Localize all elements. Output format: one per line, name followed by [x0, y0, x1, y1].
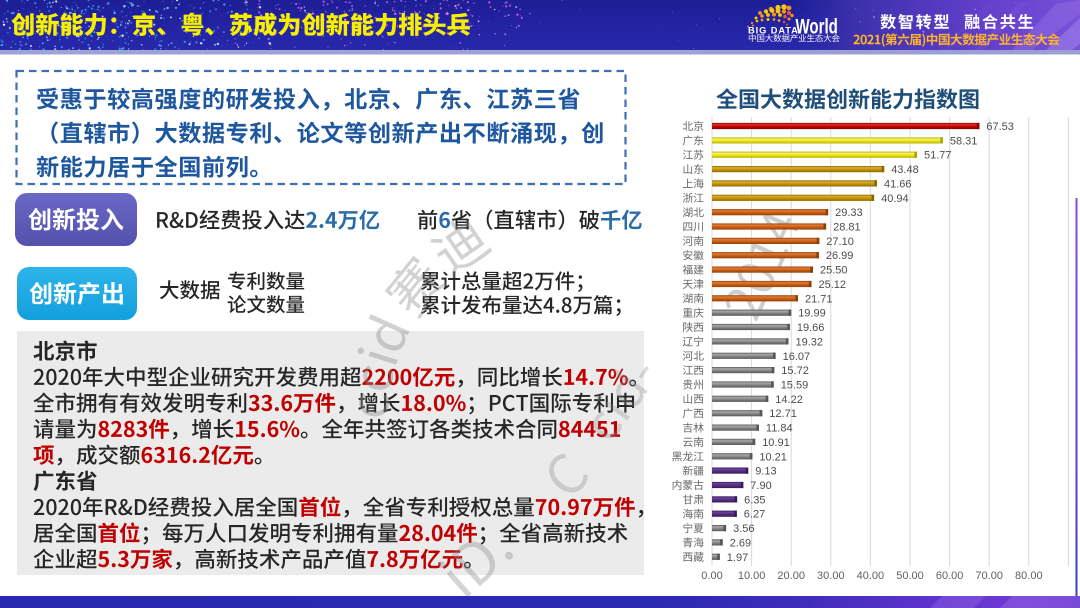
- svg-text:7.90: 7.90: [750, 480, 771, 492]
- svg-text:19.99: 19.99: [798, 308, 826, 320]
- svg-text:60.00: 60.00: [936, 570, 964, 582]
- svg-text:10.91: 10.91: [762, 437, 790, 449]
- svg-text:16.07: 16.07: [783, 351, 811, 363]
- svg-text:19.32: 19.32: [796, 336, 824, 348]
- svg-text:10.21: 10.21: [759, 451, 787, 463]
- svg-text:15.59: 15.59: [781, 380, 809, 392]
- svg-text:50.00: 50.00: [896, 570, 924, 582]
- svg-text:World: World: [796, 14, 838, 38]
- svg-text:21.71: 21.71: [805, 293, 833, 305]
- svg-text:70.00: 70.00: [975, 570, 1003, 582]
- svg-text:58.31: 58.31: [950, 135, 978, 147]
- svg-text:14.22: 14.22: [775, 394, 803, 406]
- svg-text:40.94: 40.94: [881, 193, 909, 205]
- svg-text:0.00: 0.00: [701, 570, 722, 582]
- svg-text:6.35: 6.35: [744, 494, 765, 506]
- svg-text:29.33: 29.33: [835, 207, 863, 219]
- svg-text:43.48: 43.48: [891, 164, 919, 176]
- svg-text:27.10: 27.10: [826, 236, 854, 248]
- svg-text:28.81: 28.81: [833, 222, 861, 234]
- svg-text:11.84: 11.84: [766, 423, 793, 435]
- svg-text:51.77: 51.77: [924, 150, 952, 162]
- svg-text:25.12: 25.12: [819, 279, 847, 291]
- svg-text:40.00: 40.00: [857, 570, 885, 582]
- svg-text:25.50: 25.50: [820, 265, 848, 277]
- svg-text:20.00: 20.00: [777, 570, 805, 582]
- svg-text:10.00: 10.00: [738, 570, 766, 582]
- svg-text:2.69: 2.69: [730, 537, 751, 549]
- svg-text:30.00: 30.00: [817, 570, 845, 582]
- svg-text:80.00: 80.00: [1015, 570, 1043, 582]
- svg-text:9.13: 9.13: [755, 466, 776, 478]
- svg-text:15.72: 15.72: [781, 365, 809, 377]
- svg-text:41.66: 41.66: [884, 178, 912, 190]
- svg-text:3.56: 3.56: [733, 523, 754, 535]
- svg-text:67.53: 67.53: [986, 121, 1014, 133]
- svg-text:6.27: 6.27: [744, 509, 765, 521]
- svg-text:BIG DATA: BIG DATA: [748, 26, 799, 36]
- svg-text:12.71: 12.71: [769, 408, 797, 420]
- svg-text:19.66: 19.66: [797, 322, 825, 334]
- svg-text:1.97: 1.97: [727, 552, 748, 564]
- svg-text:26.99: 26.99: [826, 250, 854, 262]
